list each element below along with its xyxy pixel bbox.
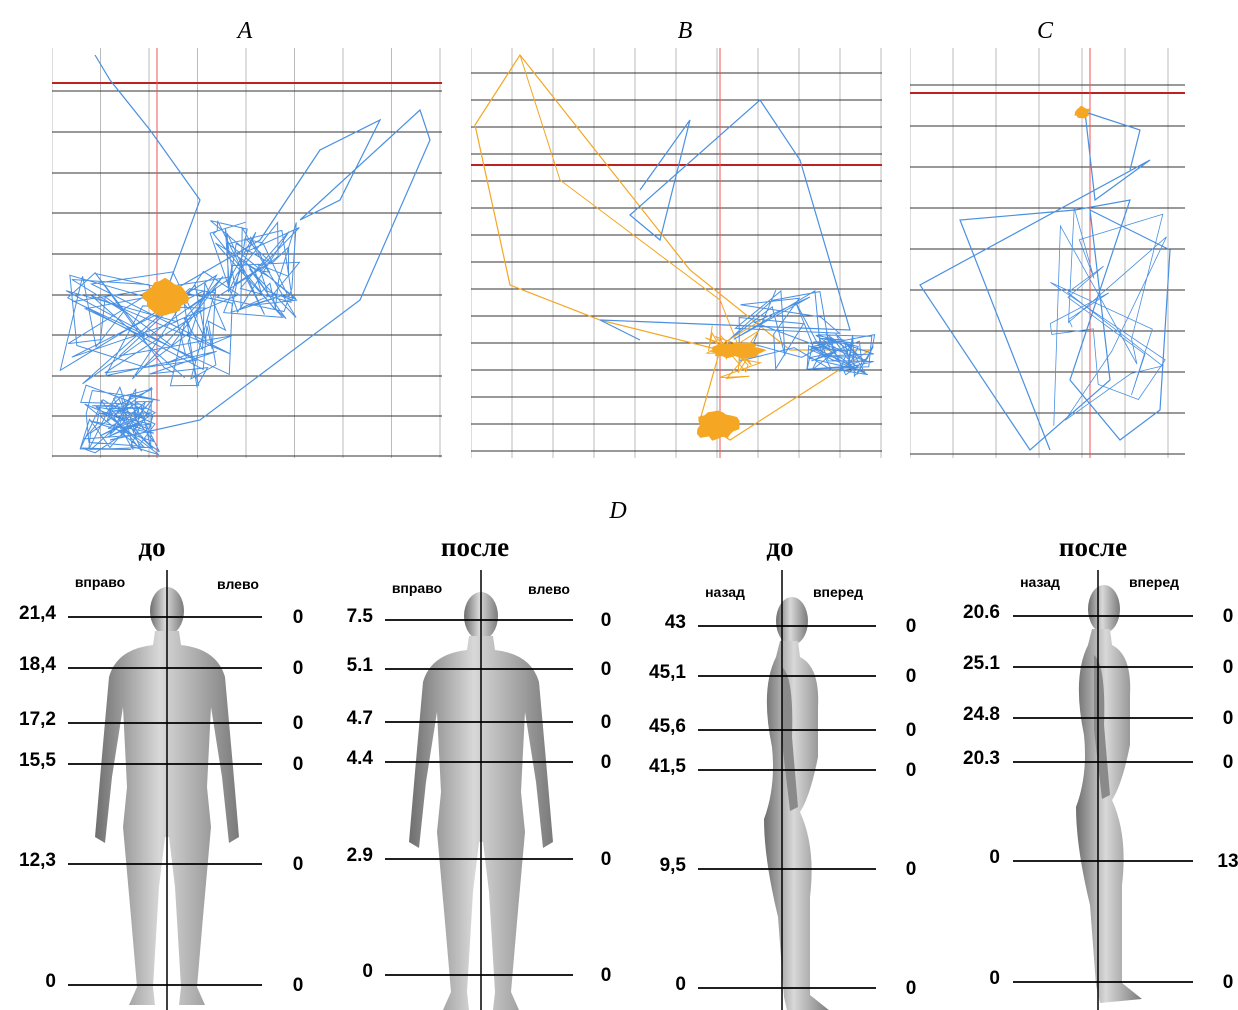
left-value: 25.1 (963, 653, 1000, 674)
direction-label: влево (217, 576, 259, 592)
trajectory-panels: A B C (52, 18, 1185, 458)
right-value: 0 (601, 610, 612, 631)
right-value: 0 (1223, 752, 1234, 773)
direction-label: назад (705, 584, 745, 600)
figure: A B C Dдо вправо влево 21,4 0 18,4 0 17,2 0 15,5 0 12… (0, 0, 1238, 1010)
direction-label: вперед (1129, 574, 1179, 590)
left-value: 0 (362, 961, 373, 982)
left-value: 17,2 (19, 709, 56, 730)
body-figure (1076, 585, 1142, 1003)
panel-label: C (1037, 18, 1054, 44)
right-value: 0 (906, 616, 917, 637)
plot-area (471, 48, 882, 458)
right-value: 0 (293, 975, 304, 996)
direction-label: вперед (813, 584, 863, 600)
direction-label: вправо (75, 574, 125, 590)
right-value: 0 (1223, 606, 1234, 627)
panel-title: после (1059, 532, 1127, 562)
right-value: 0 (906, 978, 917, 999)
right-value: 0 (601, 659, 612, 680)
right-value: 0 (1223, 708, 1234, 729)
right-value: 0 (906, 666, 917, 687)
posture-panel: до назад вперед 43 0 45,1 0 45,6 0 41,5 0 9,5 0 0 0 (649, 532, 916, 1010)
right-value: 0 (601, 752, 612, 773)
right-value: 0 (1223, 972, 1234, 993)
right-value: 0 (293, 713, 304, 734)
right-value: 13 (1217, 851, 1238, 872)
left-value: 21,4 (19, 603, 56, 624)
posture-panel: после назад вперед 20.6 0 25.1 0 24.8 0 20.3 0 0 13 0… (963, 532, 1238, 1010)
left-value: 43 (665, 612, 686, 633)
panel-title: до (766, 532, 793, 562)
left-value: 45,6 (649, 716, 686, 737)
right-value: 0 (601, 849, 612, 870)
left-value: 7.5 (347, 606, 374, 627)
left-value: 4.4 (347, 748, 374, 769)
left-value: 20.6 (963, 602, 1000, 623)
left-value: 12,3 (19, 850, 56, 871)
right-value: 0 (601, 965, 612, 986)
plot-background (910, 48, 1185, 458)
right-value: 0 (906, 720, 917, 741)
left-value: 0 (989, 847, 1000, 868)
right-value: 0 (906, 760, 917, 781)
right-value: 0 (293, 658, 304, 679)
body-figure (764, 597, 830, 1010)
posture-panel: до вправо влево 21,4 0 18,4 0 17,2 0 15,5 0 12,3 0 0 0 (19, 532, 303, 1010)
right-value: 0 (293, 607, 304, 628)
left-value: 4.7 (347, 708, 373, 729)
plot-area (52, 48, 442, 458)
left-value: 41,5 (649, 756, 686, 777)
left-value: 45,1 (649, 662, 686, 683)
right-value: 0 (293, 854, 304, 875)
left-value: 0 (45, 971, 56, 992)
left-value: 9,5 (660, 855, 687, 876)
panel-label: D (608, 498, 626, 524)
posture-panel: после вправо влево 7.5 0 5.1 0 4.7 0 4.4 0 2.9 0 0 0 (347, 532, 612, 1010)
right-value: 0 (293, 754, 304, 775)
panel-title: до (138, 532, 165, 562)
right-value: 0 (601, 712, 612, 733)
posture-panels: Dдо вправо влево 21,4 0 18,4 0 17,2 0 15,5 0 12,3 0 0… (19, 498, 1238, 1010)
panel-label: B (678, 18, 693, 44)
left-value: 15,5 (19, 750, 56, 771)
direction-label: влево (528, 581, 570, 597)
direction-label: назад (1020, 574, 1060, 590)
left-value: 0 (989, 968, 1000, 989)
direction-label: вправо (392, 580, 442, 596)
panel-title: после (441, 532, 509, 562)
left-value: 0 (675, 974, 686, 995)
right-value: 0 (906, 859, 917, 880)
left-value: 18,4 (19, 654, 56, 675)
left-value: 2.9 (347, 845, 373, 866)
left-value: 20.3 (963, 748, 1000, 769)
right-value: 0 (1223, 657, 1234, 678)
left-value: 5.1 (347, 655, 374, 676)
panel-label: A (236, 18, 253, 44)
left-value: 24.8 (963, 704, 1000, 725)
plot-area (910, 48, 1185, 458)
